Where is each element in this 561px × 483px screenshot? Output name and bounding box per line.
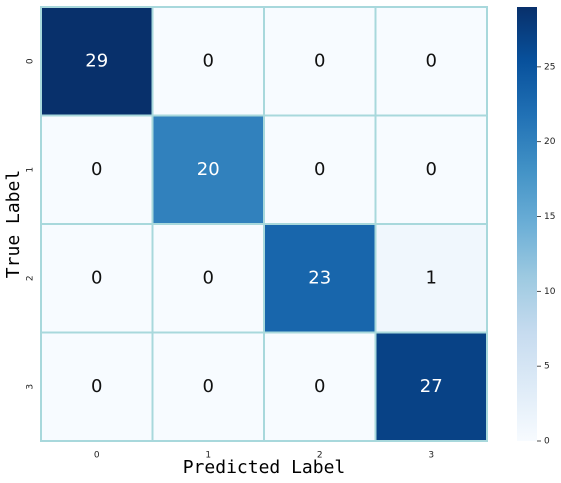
y-tick-label: 0 — [26, 58, 36, 64]
colorbar — [517, 7, 537, 441]
heatmap-cell — [374, 331, 488, 442]
cell-label: 0 — [203, 376, 214, 397]
x-tick-label: 1 — [205, 451, 211, 461]
cell-label: 0 — [91, 376, 102, 397]
heatmap-cell — [374, 223, 488, 334]
cell-label: 29 — [85, 50, 108, 71]
heatmap-cell — [263, 114, 377, 225]
cell-label: 0 — [91, 159, 102, 180]
colorbar-tick-label: 5 — [544, 362, 550, 372]
y-tick-label: 3 — [26, 384, 36, 390]
heatmap-cell — [40, 114, 154, 225]
cell-label: 0 — [314, 50, 325, 71]
cell-label: 27 — [420, 376, 443, 397]
colorbar-tick-label: 0 — [544, 437, 550, 447]
colorbar-tick-label: 15 — [544, 212, 555, 222]
cell-label: 1 — [426, 267, 437, 288]
cell-label: 0 — [426, 50, 437, 71]
cell-label: 0 — [203, 50, 214, 71]
heatmap-cell — [40, 223, 154, 334]
cell-label: 20 — [197, 159, 220, 180]
x-tick-label: 2 — [317, 451, 323, 461]
heatmap-cell — [263, 331, 377, 442]
x-tick-label: 3 — [428, 451, 434, 461]
cell-label: 0 — [314, 376, 325, 397]
cell-label: 0 — [203, 267, 214, 288]
colorbar-tick-label: 25 — [544, 62, 555, 72]
heatmap-cell — [151, 331, 265, 442]
x-tick-label: 0 — [94, 451, 100, 461]
heatmap-cell — [263, 223, 377, 334]
heatmap-cell — [151, 114, 265, 225]
heatmap-cell — [40, 331, 154, 442]
cell-label: 23 — [308, 267, 331, 288]
cell-label: 0 — [314, 159, 325, 180]
colorbar-tick-label: 10 — [544, 287, 556, 297]
heatmap-cell — [374, 6, 488, 117]
colorbar-tick-label: 20 — [544, 137, 556, 147]
y-tick-label: 2 — [26, 275, 36, 281]
cell-label: 0 — [91, 267, 102, 288]
cell-label: 0 — [426, 159, 437, 180]
x-axis-label: Predicted Label — [183, 457, 346, 478]
y-tick-label: 1 — [26, 167, 36, 173]
heatmap-cell — [374, 114, 488, 225]
y-axis-label: True Label — [3, 170, 24, 278]
